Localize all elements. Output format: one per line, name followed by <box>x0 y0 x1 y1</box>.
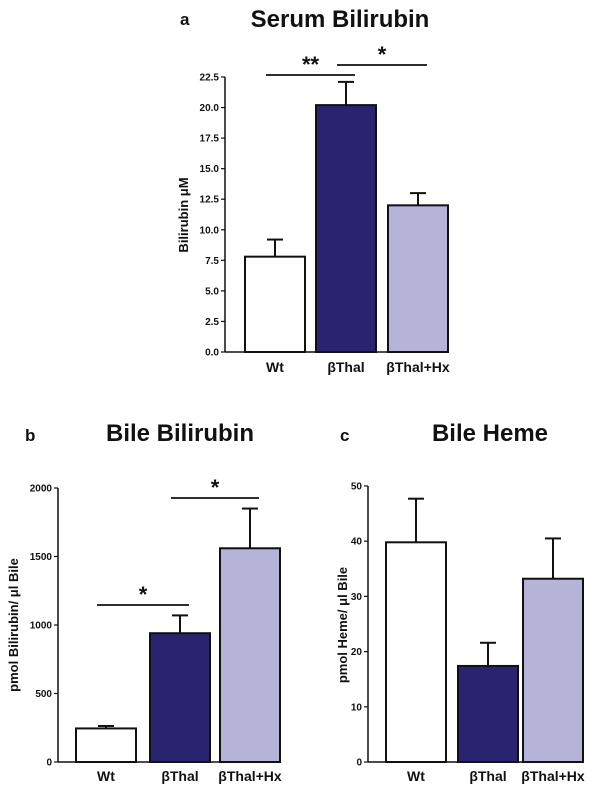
y-tick-label-a: 0.0 <box>205 348 219 359</box>
y-axis-label-c: pmol Heme/ μl Bile <box>335 567 350 683</box>
y-tick-label-a: 2.5 <box>205 317 219 328</box>
category-label-c: Wt <box>407 768 425 784</box>
category-label-c: βThal+Hx <box>521 768 585 784</box>
y-axis-label-a: Bilirubin μM <box>176 177 191 252</box>
y-tick-label-a: 10.0 <box>200 225 220 236</box>
y-tick-label-a: 22.5 <box>200 73 220 84</box>
category-label-a: βThal <box>327 359 364 375</box>
y-tick-label-c: 0 <box>356 758 362 769</box>
panel-letter-c: c <box>340 426 349 445</box>
category-label-a: βThal+Hx <box>386 359 450 375</box>
y-tick-label-b: 0 <box>46 758 52 769</box>
category-label-b: βThal <box>161 768 198 784</box>
bar-a-0 <box>244 255 306 353</box>
y-tick-label-b: 2000 <box>30 484 53 495</box>
bar-b-0 <box>75 727 137 763</box>
category-label-a: Wt <box>266 359 284 375</box>
bar-c-0 <box>385 541 447 764</box>
y-tick-label-a: 15.0 <box>200 164 220 175</box>
bar-c-1 <box>457 664 519 764</box>
significance-label-a: ** <box>302 52 320 77</box>
y-tick-label-a: 7.5 <box>205 256 219 267</box>
category-label-b: Wt <box>97 768 115 784</box>
panel-letter-a: a <box>180 10 190 29</box>
y-tick-label-a: 20.0 <box>200 103 220 114</box>
y-tick-label-c: 20 <box>351 647 363 658</box>
category-label-c: βThal <box>469 768 506 784</box>
bar-a-1 <box>315 104 377 353</box>
y-tick-label-c: 50 <box>351 482 363 493</box>
significance-label-a: * <box>378 42 387 67</box>
chart-title-a: Serum Bilirubin <box>251 6 430 33</box>
panel-letter-b: b <box>25 426 35 445</box>
bar-b-1 <box>149 632 211 763</box>
significance-label-b: * <box>211 475 220 500</box>
y-tick-label-b: 1000 <box>30 621 53 632</box>
y-tick-label-c: 30 <box>351 592 363 603</box>
y-tick-label-b: 1500 <box>30 552 53 563</box>
chart-title-b: Bile Bilirubin <box>106 420 254 447</box>
y-axis-label-b: pmol Bilirubin/ μl Bile <box>6 558 21 692</box>
bar-a-2 <box>387 204 449 353</box>
chart-title-c: Bile Heme <box>432 420 548 447</box>
y-tick-label-a: 17.5 <box>200 134 220 145</box>
bar-c-2 <box>522 577 584 764</box>
y-tick-label-a: 5.0 <box>205 286 219 297</box>
y-tick-label-b: 500 <box>35 689 52 700</box>
significance-label-b: * <box>139 582 148 607</box>
category-label-b: βThal+Hx <box>218 768 282 784</box>
y-tick-label-c: 40 <box>351 537 363 548</box>
bar-b-2 <box>219 547 281 764</box>
y-tick-label-c: 10 <box>351 702 363 713</box>
y-tick-label-a: 12.5 <box>200 195 220 206</box>
